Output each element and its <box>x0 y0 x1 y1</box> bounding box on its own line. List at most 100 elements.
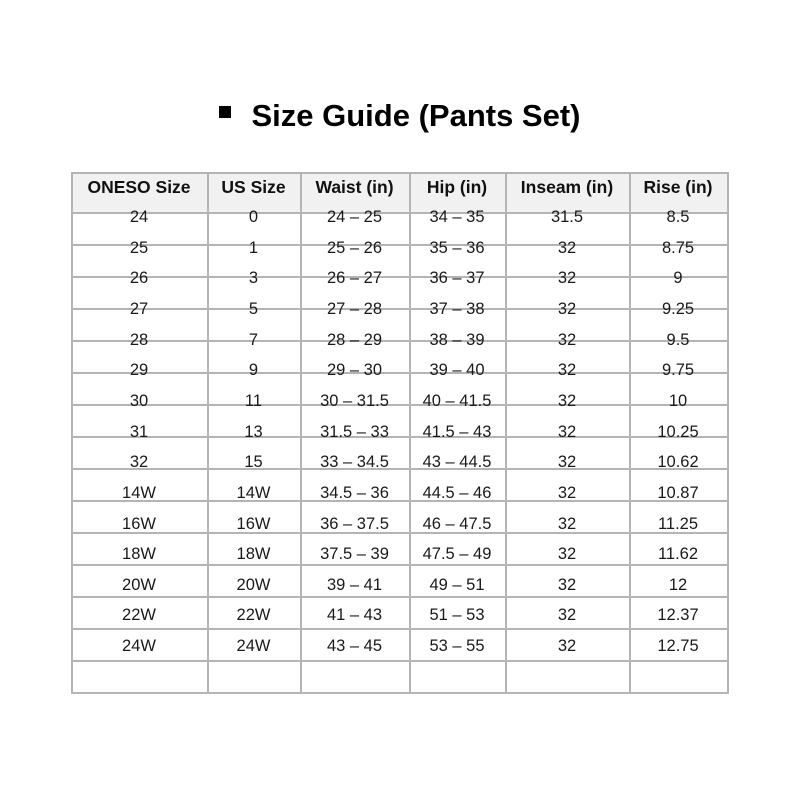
table-cell: 8.5 <box>666 208 690 226</box>
table-cell: 31 <box>129 422 149 441</box>
table-cell: 9 <box>673 269 683 288</box>
table-column-divider <box>629 172 631 694</box>
table-cell: 32 <box>557 269 577 288</box>
table-cell: 32 <box>557 637 577 656</box>
table-cell: 32 <box>557 422 577 441</box>
table-row-divider <box>71 308 729 310</box>
table-column-divider <box>505 172 507 694</box>
table-cell: 11.25 <box>657 514 699 533</box>
table-cell: 43 – 44.5 <box>422 453 492 472</box>
table-column-divider <box>409 172 411 694</box>
table-cell: 34 – 35 <box>429 208 485 226</box>
table-cell: 30 – 31.5 <box>320 391 389 410</box>
table-cell: 10.62 <box>657 453 699 472</box>
table-cell: 9 <box>248 361 259 380</box>
table-cell: 14W <box>236 483 271 502</box>
table-row-divider <box>71 596 729 598</box>
table-cell: 36 – 37.5 <box>320 514 389 533</box>
table-cell: 44.5 – 46 <box>422 483 492 502</box>
table-row-divider <box>71 172 729 174</box>
table-cell: 24 <box>129 208 149 226</box>
table-column-divider <box>71 172 73 694</box>
column-header: Waist (in) <box>315 177 394 197</box>
table-cell <box>207 667 300 687</box>
column-header: Rise (in) <box>643 177 713 197</box>
table-cell: 27 <box>129 299 149 318</box>
table-cell: 22W <box>122 606 156 625</box>
table-cell: 36 – 37 <box>429 269 485 288</box>
table-row-divider <box>71 404 729 406</box>
table-cell: 26 – 27 <box>326 269 383 288</box>
table-cell: 31.5 – 33 <box>320 422 389 441</box>
table-cell: 49 – 51 <box>429 575 485 594</box>
table-cell: 43 – 45 <box>326 637 383 656</box>
table-cell: 12 <box>668 575 688 594</box>
table-cell: 8.75 <box>661 238 695 257</box>
table-cell: 32 <box>557 391 577 410</box>
table-cell: 32 <box>557 299 577 318</box>
table-cell: 29 <box>129 361 149 380</box>
table-cell: 10 <box>668 391 688 410</box>
table-column-divider <box>300 172 302 694</box>
column-header: Inseam (in) <box>520 177 614 197</box>
table-cell <box>71 667 207 687</box>
table-column-divider <box>207 172 209 694</box>
table-cell: 5 <box>248 299 259 318</box>
table-cell: 41 – 43 <box>326 606 383 625</box>
table-cell: 32 <box>557 330 577 349</box>
table-cell: 39 – 41 <box>326 575 383 594</box>
table-cell: 27 – 28 <box>326 299 383 318</box>
table-cell: 37 – 38 <box>429 299 485 318</box>
table-row-divider <box>71 212 729 214</box>
table-cell: 9.5 <box>666 330 690 349</box>
table-cell: 9.75 <box>661 361 695 380</box>
table-cell: 40 – 41.5 <box>422 391 492 410</box>
column-header: ONESO Size <box>87 177 191 197</box>
table-cell: 11 <box>244 391 263 410</box>
table-cell <box>409 667 505 687</box>
column-header: Hip (in) <box>426 177 488 197</box>
table-cell: 46 – 47.5 <box>422 514 492 533</box>
table-cell: 38 – 39 <box>429 330 485 349</box>
table-cell: 24W <box>236 637 271 656</box>
table-cell <box>505 667 629 687</box>
table-cell: 7 <box>248 330 259 349</box>
table-cell: 53 – 55 <box>429 637 485 656</box>
table-row-divider <box>71 532 729 534</box>
table-cell: 16W <box>236 514 271 533</box>
table-cell: 33 – 34.5 <box>320 453 389 472</box>
table-row-divider <box>71 372 729 374</box>
table-cell: 32 <box>557 453 577 472</box>
table-row-divider <box>71 436 729 438</box>
table-cell: 47.5 – 49 <box>422 545 492 564</box>
table-cell: 22W <box>236 606 271 625</box>
table-row-divider <box>71 660 729 662</box>
table-cell: 32 <box>557 514 577 533</box>
title-text: Size Guide (Pants Set) <box>251 98 581 133</box>
table-cell: 39 – 40 <box>429 361 485 380</box>
table-cell <box>300 667 409 687</box>
table-cell: 29 – 30 <box>326 361 383 380</box>
table-cell: 10.87 <box>657 483 699 502</box>
table-cell: 1 <box>248 238 259 257</box>
table-row-divider <box>71 692 729 694</box>
table-cell: 35 – 36 <box>429 238 485 257</box>
table-cell: 0 <box>248 208 259 226</box>
table-cell: 18W <box>122 545 156 564</box>
table-cell: 20W <box>236 575 271 594</box>
table-cell: 28 – 29 <box>326 330 383 349</box>
table-cell: 37.5 – 39 <box>320 545 389 564</box>
table-cell: 11.62 <box>657 545 699 564</box>
column-header: US Size <box>221 177 286 197</box>
table-cell: 32 <box>129 453 149 472</box>
table-cell: 51 – 53 <box>429 606 485 625</box>
table-cell: 3 <box>248 269 259 288</box>
table-cell: 26 <box>129 269 149 288</box>
table-row-divider <box>71 564 729 566</box>
table-cell: 24 – 25 <box>326 208 383 226</box>
square-bullet-icon <box>219 106 232 118</box>
table-cell: 32 <box>557 575 577 594</box>
table-cell: 30 <box>129 391 149 410</box>
table-row-divider <box>71 244 729 246</box>
